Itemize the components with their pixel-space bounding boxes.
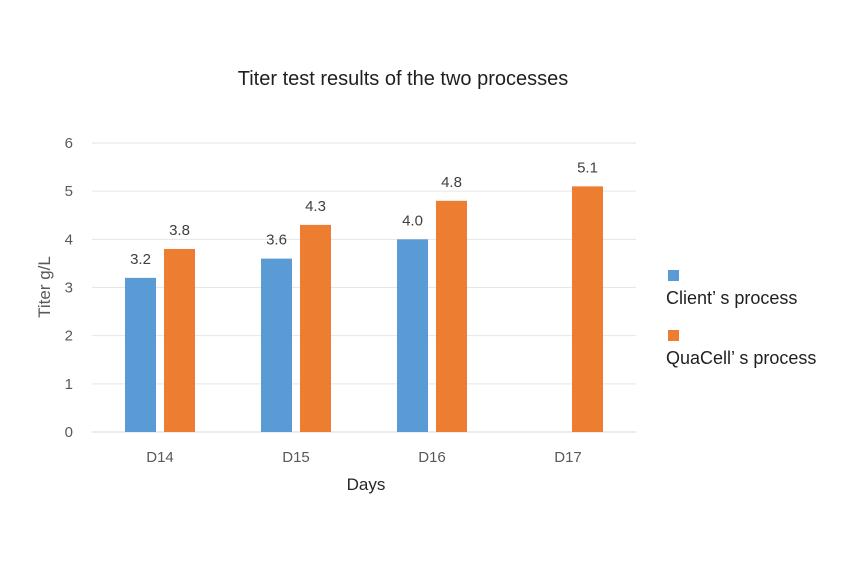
bar bbox=[125, 277, 156, 432]
x-axis-ticks: D14 D15 D16 D17 bbox=[146, 449, 582, 466]
legend-label: Client’ s process bbox=[666, 288, 797, 308]
data-label: 4.8 bbox=[441, 174, 462, 191]
data-label: 3.8 bbox=[169, 222, 190, 239]
bar bbox=[261, 258, 292, 432]
y-tick-label: 6 bbox=[65, 135, 73, 152]
bar bbox=[300, 224, 331, 432]
legend-swatch bbox=[668, 330, 679, 341]
x-axis-label: Days bbox=[347, 475, 386, 494]
legend: Client’ s process QuaCell’ s process bbox=[666, 270, 816, 368]
y-tick-label: 1 bbox=[65, 376, 73, 393]
bar bbox=[436, 200, 467, 432]
legend-label: QuaCell’ s process bbox=[666, 348, 816, 368]
y-tick-label: 0 bbox=[65, 424, 73, 441]
y-axis-label: Titer g/L bbox=[35, 256, 54, 318]
data-label: 3.2 bbox=[130, 251, 151, 268]
data-label: 3.6 bbox=[266, 232, 287, 249]
bar bbox=[572, 186, 603, 432]
data-label: 5.1 bbox=[577, 159, 598, 176]
y-axis-ticks: 0 1 2 3 4 5 6 bbox=[65, 135, 73, 441]
data-label: 4.3 bbox=[305, 198, 326, 215]
data-labels: 3.2 3.8 3.6 4.3 4.0 4.8 5.1 bbox=[130, 159, 598, 268]
data-label: 4.0 bbox=[402, 212, 423, 229]
y-tick-label: 2 bbox=[65, 328, 73, 345]
y-tick-label: 4 bbox=[65, 231, 73, 248]
x-tick-label: D16 bbox=[418, 449, 446, 466]
bars bbox=[125, 186, 603, 432]
y-tick-label: 5 bbox=[65, 183, 73, 200]
bar bbox=[164, 248, 195, 432]
x-tick-label: D15 bbox=[282, 449, 310, 466]
x-tick-label: D14 bbox=[146, 449, 174, 466]
x-tick-label: D17 bbox=[554, 449, 582, 466]
chart-title: Titer test results of the two processes bbox=[238, 68, 569, 90]
y-tick-label: 3 bbox=[65, 280, 73, 297]
bar bbox=[397, 239, 428, 432]
legend-swatch bbox=[668, 270, 679, 281]
